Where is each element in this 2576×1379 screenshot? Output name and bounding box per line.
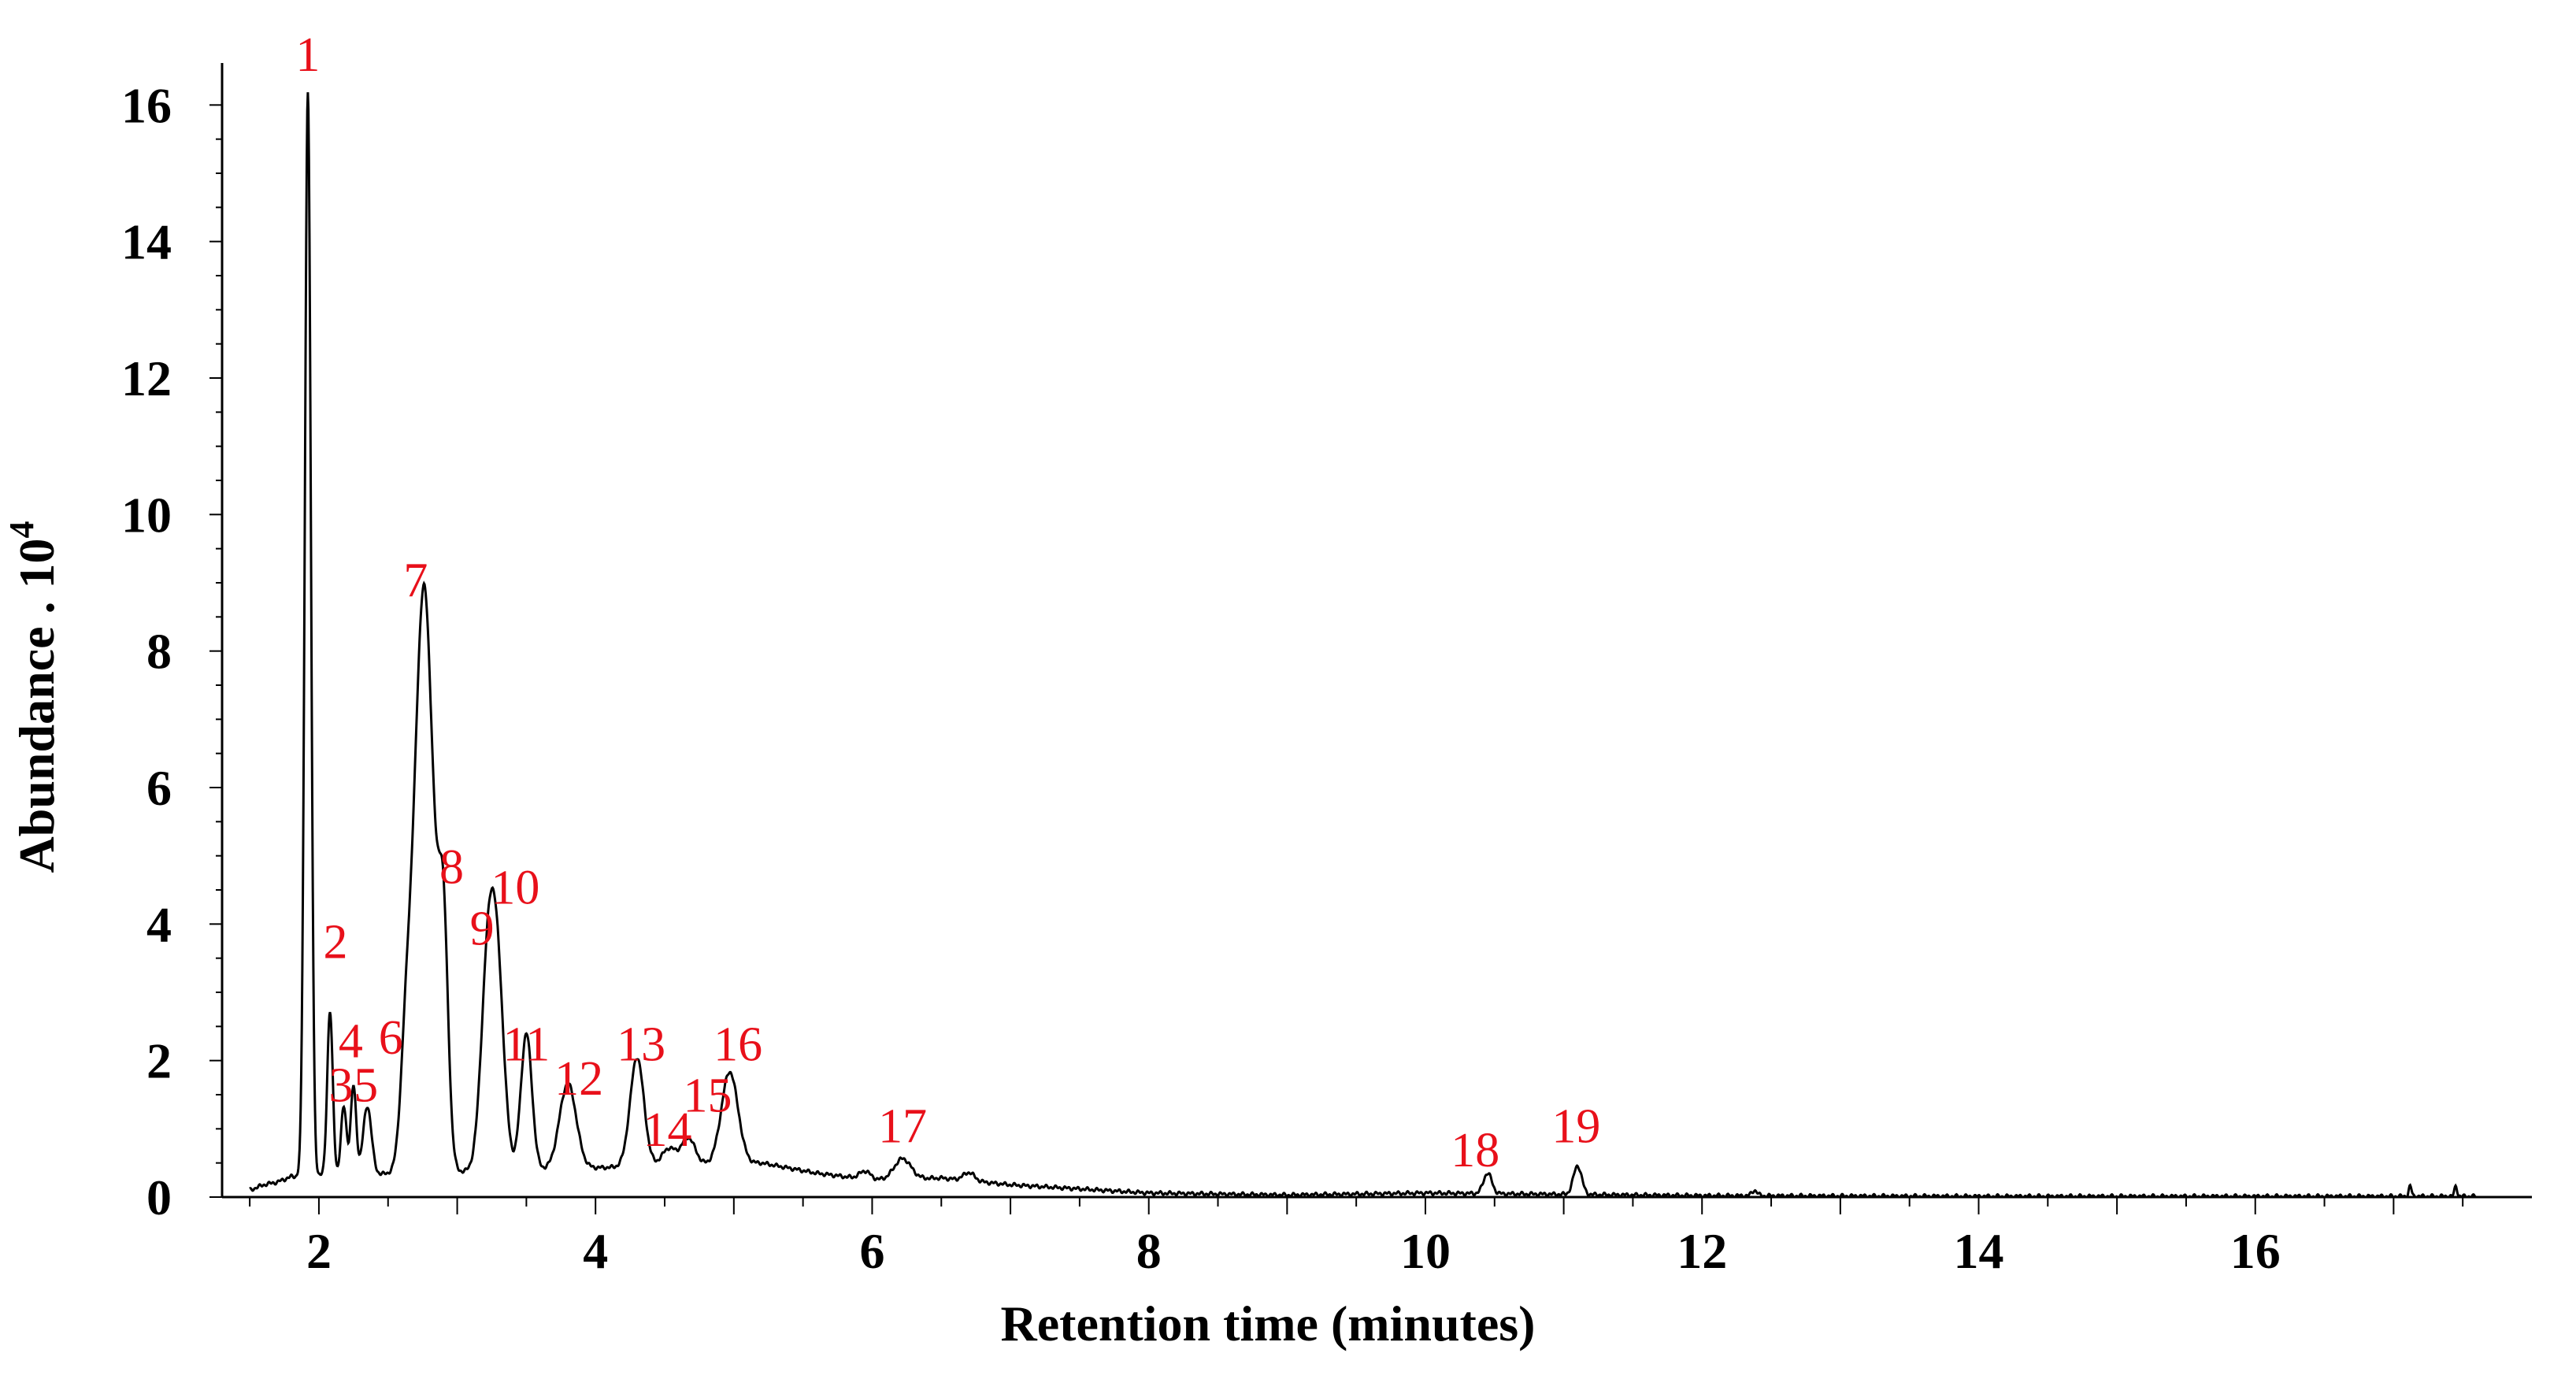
- y-tick-label: 4: [146, 896, 172, 952]
- x-tick-label: 4: [583, 1223, 608, 1279]
- y-tick-label: 6: [146, 760, 172, 816]
- peak-label-19: 19: [1551, 1100, 1600, 1154]
- y-tick-label: 10: [121, 487, 172, 543]
- x-tick-label: 14: [1953, 1223, 2003, 1279]
- x-tick-labels: 2 4 6 8 10 12 14 16: [306, 1223, 2281, 1279]
- x-tick-label: 12: [1677, 1223, 1727, 1279]
- y-tick-label: 0: [146, 1170, 172, 1225]
- x-tick-label: 2: [306, 1223, 332, 1279]
- peak-label-9: 9: [470, 902, 495, 955]
- peak-label-6: 6: [379, 1011, 403, 1065]
- peak-label-7: 7: [403, 554, 428, 607]
- peak-label-16: 16: [713, 1018, 762, 1072]
- peak-label-15: 15: [683, 1069, 732, 1123]
- peak-label-17: 17: [878, 1100, 927, 1154]
- peak-label-4: 4: [339, 1014, 363, 1068]
- peak-label-5: 5: [354, 1059, 378, 1113]
- x-tick-label: 6: [859, 1223, 884, 1279]
- y-tick-label: 8: [146, 624, 172, 680]
- y-axis-title: Abundance . 104: [2, 521, 65, 873]
- y-tick-label: 14: [121, 214, 172, 270]
- peak-label-13: 13: [617, 1018, 665, 1072]
- x-tick-label: 16: [2230, 1223, 2281, 1279]
- peak-label-1: 1: [295, 28, 320, 82]
- peak-label-10: 10: [491, 861, 539, 914]
- y-axis-title-main: Abundance . 10: [9, 539, 65, 873]
- peak-label-3: 3: [329, 1059, 354, 1113]
- y-tick-label: 12: [121, 350, 172, 406]
- y-minor-ticks: [209, 104, 222, 1198]
- peak-label-2: 2: [324, 916, 348, 969]
- x-tick-label: 10: [1400, 1223, 1451, 1279]
- peak-label-11: 11: [503, 1018, 550, 1072]
- y-axis-title-exponent: 4: [2, 521, 41, 539]
- peak-label-18: 18: [1451, 1124, 1499, 1177]
- y-tick-label: 16: [121, 77, 172, 133]
- chromatogram-trace: [249, 92, 2478, 1199]
- y-tick-labels: 0 2 4 6 8 10 12 14 16: [121, 77, 172, 1225]
- x-tick-label: 8: [1136, 1223, 1162, 1279]
- peak-label-14: 14: [643, 1103, 692, 1157]
- peak-label-12: 12: [554, 1052, 603, 1106]
- x-minor-ticks: [249, 1197, 2464, 1214]
- x-axis-title: Retention time (minutes): [1001, 1296, 1536, 1351]
- svg-text:Abundance . 104: Abundance . 104: [2, 521, 65, 873]
- peak-label-8: 8: [439, 840, 464, 894]
- y-tick-label: 2: [146, 1033, 172, 1089]
